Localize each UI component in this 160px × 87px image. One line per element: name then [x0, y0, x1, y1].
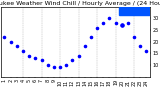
Point	[114, 22, 117, 24]
Point	[46, 64, 49, 66]
Point	[65, 64, 68, 66]
Point	[34, 57, 37, 59]
Point	[71, 60, 74, 61]
Point	[90, 36, 92, 38]
Point	[120, 25, 123, 26]
Point	[96, 27, 98, 28]
Bar	[119, 7, 150, 15]
Point	[133, 36, 135, 38]
Point	[102, 22, 104, 24]
Point	[28, 55, 30, 56]
Point	[16, 46, 18, 47]
Point	[59, 67, 61, 68]
Point	[145, 50, 148, 52]
Point	[139, 46, 142, 47]
Point	[53, 67, 55, 68]
Point	[9, 41, 12, 42]
Point	[108, 18, 111, 19]
Point	[77, 55, 80, 56]
Point	[40, 60, 43, 61]
Point	[3, 36, 6, 38]
Point	[22, 50, 24, 52]
Point	[127, 22, 129, 24]
Point	[120, 25, 123, 26]
Point	[84, 46, 86, 47]
Title: Milwaukee Weather Wind Chill / Hourly Average / (24 Hours): Milwaukee Weather Wind Chill / Hourly Av…	[0, 1, 160, 6]
